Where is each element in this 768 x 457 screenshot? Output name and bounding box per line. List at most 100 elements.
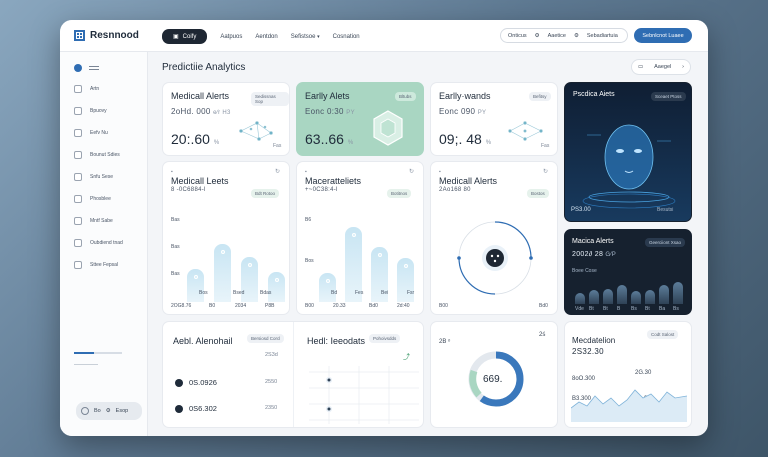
card-macica-alerts[interactable]: Macica Alerts Geerciiont Xsao 2002∂ 28 G… [564,229,692,315]
filter-label: Aaegel [654,64,672,70]
x-label: 2OG8.76 [171,303,192,309]
card-early-wands[interactable]: Earlly·wands Befitsy Eonc 090 PY 09;. 48… [430,82,558,156]
chart-bar[interactable] [645,290,655,304]
folder-icon [74,173,82,181]
nav-item-cosnation[interactable]: Cosnation [332,33,360,40]
card-caption-icon: ▪ [305,169,307,175]
sub-value: Eonc 0:30 [305,107,344,116]
refresh-icon[interactable]: ↻ [409,169,415,175]
sidebar-item[interactable]: Snfu Sese [74,173,113,181]
sidebar-item[interactable]: Eefv Nu [74,129,108,137]
sub-unit: G⁄P [605,252,616,258]
card-medical-alerts[interactable]: Medicall Alerts Sedissnas Sop 2oHd. 000 … [162,82,290,156]
bar-chart [311,210,415,302]
chart-bar[interactable] [345,227,362,302]
x-label: Bd0 [369,303,378,309]
card-mecdatelion[interactable]: Codt Salost Mecdatelion 2S32.30 8oO.300 … [564,321,692,428]
sidebar-item[interactable]: Phosblee [74,195,111,203]
chart-bar[interactable] [659,285,669,304]
chart-bar[interactable] [617,285,627,304]
chart-bar[interactable] [589,290,599,304]
nav-item-sebadiartuia[interactable]: Sebadiartuia [586,32,618,39]
card-tag: Bltubs [395,92,416,101]
card-tag: Codt Salost [647,330,679,339]
card-title: Aebl. Alenohail [173,336,233,346]
filter-select[interactable]: ▭ Aaegel › [631,59,691,75]
settings-icon [74,261,82,269]
network-graphic [508,121,543,141]
sidebar-item[interactable]: Sttee Fepsal [74,261,118,269]
refresh-icon[interactable]: ↻ [543,169,549,175]
gear-icon[interactable]: ⚙ [573,32,579,39]
nav-item-aentdon[interactable]: Aentdon [255,33,278,40]
nav-item-aaetice[interactable]: Aaetice [547,32,566,39]
list-item[interactable]: 0S.0926 [175,378,217,387]
card-maceratteliets-chart[interactable]: ▪ ↻ Maceratteliets +~0C38:4-l Botitnos B… [296,161,424,315]
chart-bar[interactable] [371,247,388,302]
bar-labels: Vde Bt Bt B Bs Bt Ba Bs [571,306,687,314]
chart-bar[interactable] [673,282,683,304]
bar-label: Fsr [407,290,415,296]
settings-icon[interactable]: ⚙ [534,32,540,39]
chart-bar[interactable] [319,273,336,302]
sidebar-item-label: Bounut Sdies [90,152,120,158]
sidebar-item[interactable]: Artn [74,85,99,93]
bar-label: Bt [603,306,608,312]
card-subvalue: +~0C38:4-l [305,187,338,193]
menu-icon[interactable] [89,66,99,70]
bar-marker [377,253,382,257]
sidebar-item[interactable]: Oubdiend tnad [74,239,123,247]
home-icon: ▣ [173,34,179,40]
chart-bar[interactable] [397,258,414,302]
chart-bar[interactable] [214,244,231,302]
row-value: 2S3d [265,352,278,358]
card-tag: Pohoivsdds [369,334,401,343]
card-title: Medicall Alerts [439,176,498,186]
sidebar-toggle[interactable]: Bo ⚙ Esop [76,402,142,420]
chart-bar[interactable] [575,293,585,304]
divider [74,364,98,365]
card-tag: Geerciiont Xsao [645,238,686,247]
nav-item-aatpuos[interactable]: Aatpuos [220,33,243,40]
card-gauge[interactable]: 2B ᵒ 2ś 669. [430,321,558,428]
bar-label: Bei [381,290,389,296]
sidebar-item[interactable]: Mntf Sabe [74,217,113,225]
sidebar-item[interactable]: Bounut Sdies [74,151,120,159]
card-alerts-list[interactable]: Aebl. Alenohail Bersiosd Corcl 2S3d 0S.0… [162,321,424,428]
big-unit: % [347,140,354,146]
list-item[interactable]: 0S6.302 [175,404,217,413]
chart-bar[interactable] [187,269,204,302]
brand-logo[interactable]: Resnnood [74,30,139,41]
card-title: Hedl: Ieeodats [307,336,366,346]
card-early-alerts[interactable]: Earlly Alets Bltubs Eonc 0:30 PY 63..66 … [296,82,424,156]
chart-bar[interactable] [603,289,613,304]
nav-item-coify[interactable]: ▣ Coify [162,29,208,44]
bar-marker [193,275,198,279]
chart-icon [74,107,82,115]
share-icon[interactable]: ⤴ [403,354,410,361]
card-predictive-face[interactable]: Pscdica Aiets Sceaet Ptoss PS3.00 Besuts… [564,82,692,222]
chart-bar[interactable] [631,291,641,304]
sub-value: 2002∂ 28 [572,251,604,258]
primary-cta-button[interactable]: Sebnlcnot Luaee [634,28,692,43]
bar-label: Bs [631,306,637,312]
bar-chart [177,216,285,302]
card-medical-alerts-radial[interactable]: ▪ ↻ Medicall Alerts 2Ao168 80 Bostos B00… [430,161,558,315]
card-tag: Sceaet Ptoss [651,92,686,101]
refresh-icon[interactable]: ↻ [275,169,281,175]
big-value: 63..66 [305,131,344,147]
nav-item-sefistsoe[interactable]: Sefistsoe ▾ [291,34,320,40]
chart-bar[interactable] [268,272,285,302]
card-medical-leets-chart[interactable]: ▪ ↻ Medicall Leets 8 -0C6884-l Bdt Rotoo… [162,161,290,315]
chart-bar[interactable] [241,257,258,302]
toggle-icon [81,407,89,415]
card-note: Besutsi [657,207,674,213]
avatar-icon [175,404,183,413]
sidebar-header [74,64,99,72]
sidebar-item[interactable]: Bpuovy [74,107,107,115]
card-tag: Sedissnas Sop [251,92,289,106]
sidebar-slider[interactable] [74,352,122,354]
bar-label: Bt [589,306,594,312]
card-note: Fas [273,143,282,149]
nav-item-onticus[interactable]: Onticus [508,32,527,39]
